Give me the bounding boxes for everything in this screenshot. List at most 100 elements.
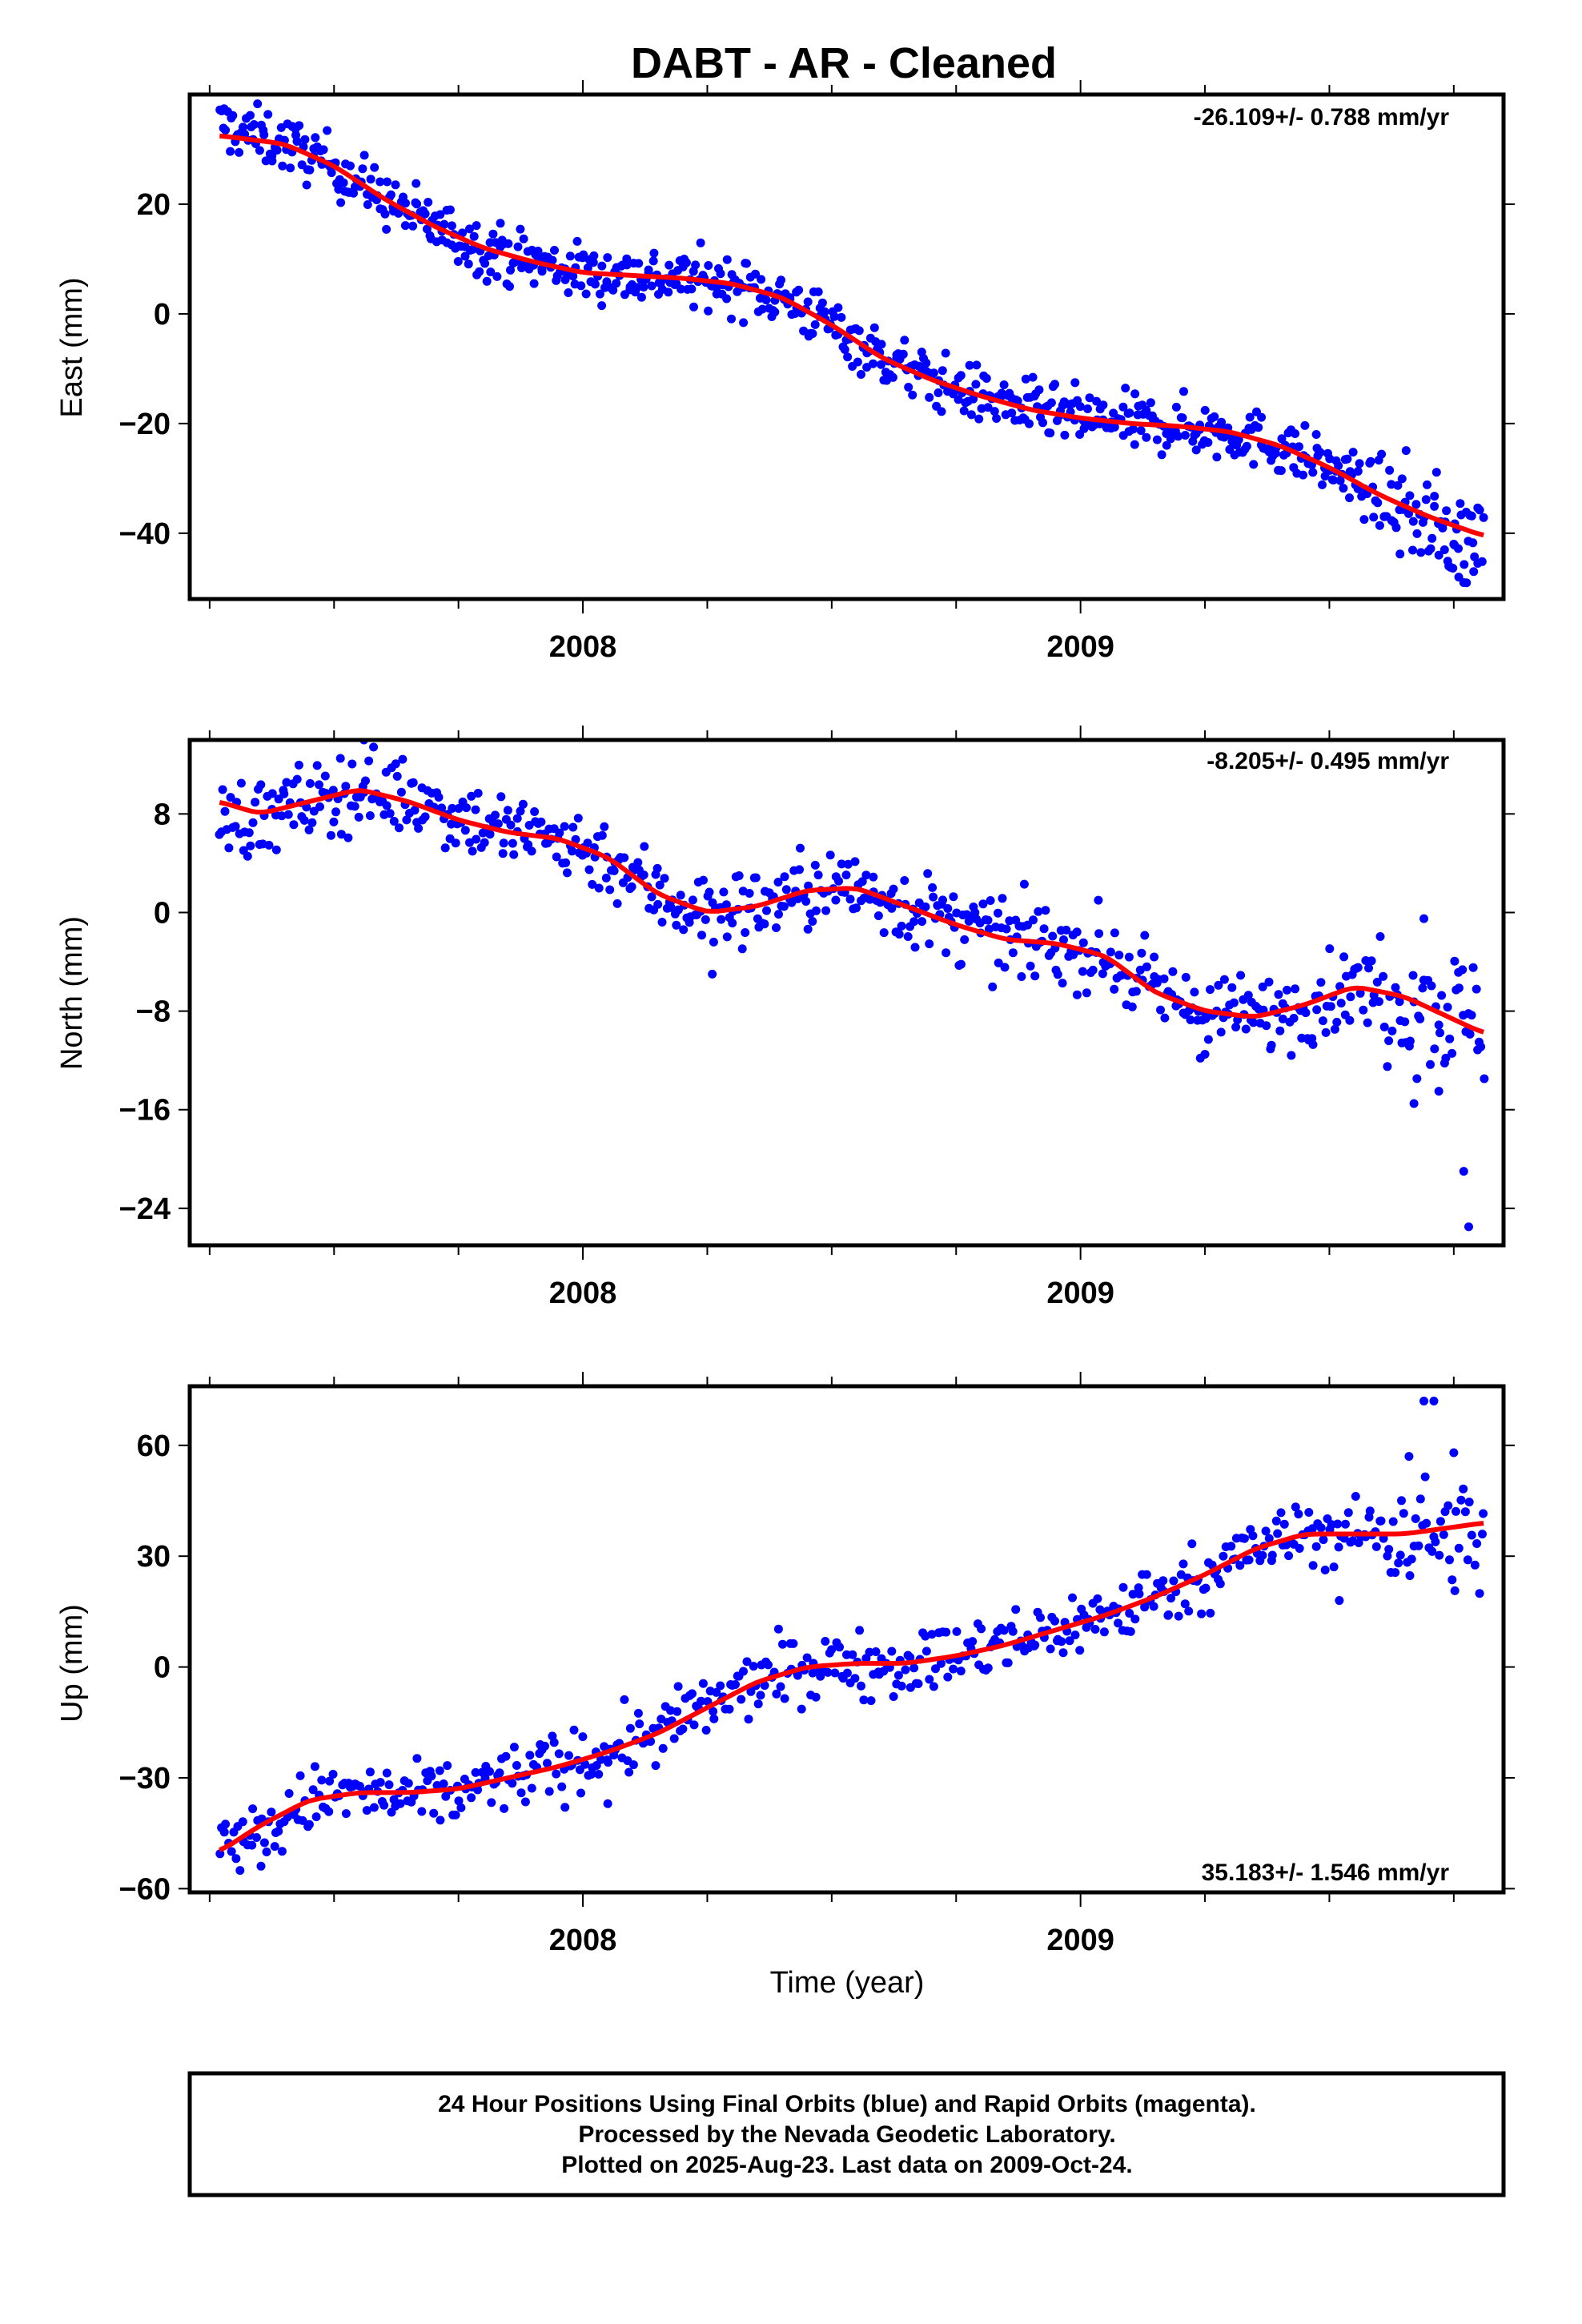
up-point [569, 1725, 579, 1735]
north-point [1124, 952, 1134, 962]
east-point [664, 287, 673, 297]
up-point [441, 1791, 451, 1801]
east-rate-label: -26.109+/- 0.788 mm/yr [1194, 104, 1450, 131]
east-point [1408, 545, 1417, 555]
up-point [739, 1667, 748, 1676]
north-point [900, 876, 909, 885]
north-point [410, 806, 420, 815]
up-point [1008, 1626, 1018, 1636]
east-point [1291, 429, 1300, 438]
east-point [300, 135, 310, 144]
north-point [1405, 1036, 1415, 1046]
east-point [1343, 454, 1352, 464]
east-point [505, 282, 514, 292]
north-point [1142, 962, 1151, 971]
north-point [741, 928, 750, 937]
east-point [1050, 380, 1059, 389]
north-points [215, 740, 1489, 1232]
north-point [389, 817, 399, 826]
north-point [825, 850, 835, 860]
east-point [857, 370, 865, 379]
north-point [231, 822, 240, 831]
north-point [699, 875, 708, 885]
north-point [639, 870, 648, 879]
east-panel: East (mm) 20 0 −20 −40 2008 2009 -26.109+/- 0.… [55, 80, 1515, 664]
east-point [1353, 467, 1363, 476]
east-point [595, 289, 604, 299]
north-point [395, 823, 404, 833]
up-point [580, 1759, 590, 1769]
north-point [660, 874, 669, 883]
north-point [657, 918, 667, 927]
north-point [1465, 1029, 1475, 1039]
east-point [739, 318, 749, 328]
north-point [503, 806, 512, 815]
east-point [1373, 498, 1383, 508]
north-point [1190, 987, 1199, 997]
east-point [1046, 398, 1056, 408]
east-point [537, 267, 547, 276]
north-point [1034, 907, 1043, 916]
up-point [564, 1751, 573, 1760]
up-point [1065, 1636, 1074, 1646]
north-point [942, 948, 951, 958]
east-point [565, 251, 575, 261]
up-point [830, 1668, 840, 1678]
up-point [725, 1704, 734, 1714]
east-point [904, 383, 913, 392]
up-point [651, 1761, 661, 1771]
north-point [518, 799, 528, 809]
up-point [549, 1738, 559, 1747]
north-point [796, 843, 805, 853]
north-point [271, 845, 281, 854]
north-point [1426, 1059, 1435, 1069]
up-point [925, 1675, 934, 1684]
east-point [568, 271, 578, 281]
north-point [1364, 963, 1373, 973]
north-point [283, 810, 293, 819]
up-point [578, 1732, 588, 1742]
up-point [744, 1715, 753, 1724]
up-ytick-label-0: 60 [137, 1429, 171, 1463]
up-point [215, 1849, 225, 1859]
up-point [1294, 1510, 1303, 1519]
north-outlier-point [1464, 1222, 1473, 1232]
up-point [1258, 1550, 1267, 1560]
north-panel: North (mm) 8 0 −8 −16 −24 2008 2009 -8.205+/- 0… [55, 726, 1515, 1310]
north-point [248, 818, 258, 827]
up-point [436, 1815, 445, 1825]
east-point [253, 99, 263, 109]
north-point [701, 915, 710, 924]
north-point [320, 771, 330, 781]
east-point [548, 255, 557, 265]
north-point [1274, 990, 1283, 999]
east-point [1021, 374, 1030, 384]
north-point [1017, 972, 1026, 981]
north-point [889, 884, 898, 894]
north-point [1150, 952, 1159, 962]
east-point [687, 284, 697, 294]
up-point [698, 1679, 708, 1688]
north-point [960, 935, 970, 944]
x-axis-label: Time (year) [770, 1966, 925, 2000]
up-point [1046, 1644, 1055, 1654]
up-outlier-point [1449, 1448, 1459, 1458]
north-point [751, 873, 761, 883]
up-point [1308, 1561, 1318, 1570]
east-point [1404, 509, 1413, 518]
east-point [969, 394, 978, 404]
east-point [1121, 384, 1130, 393]
up-point [1227, 1542, 1236, 1551]
east-point [327, 168, 336, 178]
north-point [583, 838, 592, 848]
north-point [1372, 977, 1382, 987]
east-point [1200, 405, 1210, 415]
north-point [873, 911, 883, 920]
east-point [757, 304, 767, 314]
east-point [757, 275, 766, 284]
north-point [1345, 1015, 1355, 1025]
up-point [508, 1779, 517, 1788]
north-point [1447, 1048, 1457, 1058]
east-point [382, 224, 391, 234]
north-point [1078, 938, 1088, 947]
